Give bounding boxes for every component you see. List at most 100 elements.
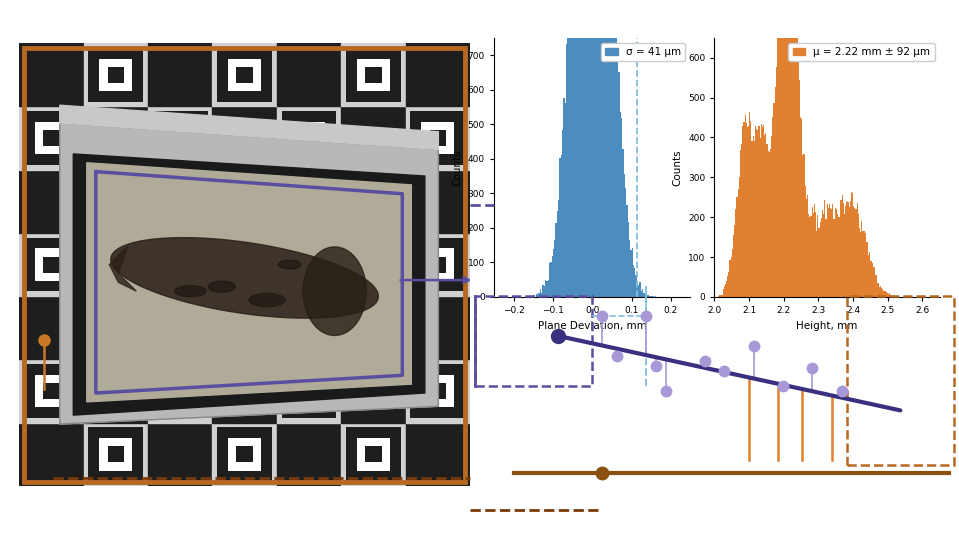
Bar	[787, 0, 788, 297]
Bar	[838, 217, 839, 297]
Bar	[212, 233, 277, 296]
Bar	[846, 201, 848, 297]
Bar	[804, 154, 805, 297]
Bar	[763, 125, 764, 297]
Bar	[537, 294, 538, 297]
Bar	[833, 219, 834, 297]
Bar	[365, 67, 382, 83]
Bar	[607, 0, 608, 297]
Bar	[881, 288, 882, 297]
Polygon shape	[73, 154, 425, 415]
Bar	[747, 127, 748, 297]
Bar	[849, 207, 850, 297]
Bar	[840, 200, 842, 297]
Bar	[738, 177, 740, 297]
Bar	[826, 219, 827, 297]
Bar	[301, 130, 317, 146]
Bar	[754, 141, 755, 297]
Bar	[593, 0, 594, 297]
Bar	[100, 185, 132, 218]
Bar	[282, 111, 337, 165]
Bar	[357, 59, 389, 91]
Bar	[788, 0, 789, 297]
Bar	[619, 72, 620, 297]
Bar	[406, 296, 470, 360]
Bar	[573, 0, 575, 297]
Bar	[878, 287, 879, 297]
Bar	[609, 0, 611, 297]
Bar	[604, 0, 605, 297]
Bar	[550, 262, 551, 297]
Bar	[341, 106, 406, 170]
Bar	[19, 43, 83, 106]
Bar	[798, 43, 799, 297]
Bar	[282, 238, 337, 292]
Bar	[726, 281, 727, 297]
Bar	[721, 295, 722, 297]
Bar	[357, 185, 389, 218]
Bar	[236, 320, 253, 336]
Bar	[744, 115, 746, 297]
Bar	[83, 423, 148, 486]
Bar	[760, 124, 761, 297]
Bar	[421, 122, 455, 154]
Bar	[722, 289, 724, 297]
Bar	[748, 126, 749, 297]
Bar	[778, 2, 779, 297]
Bar	[148, 106, 212, 170]
Bar	[843, 203, 844, 297]
Bar	[623, 174, 625, 297]
Bar	[601, 0, 602, 297]
Bar	[172, 130, 188, 146]
Bar	[583, 0, 584, 297]
Bar	[557, 211, 558, 297]
Bar	[475, 296, 593, 386]
X-axis label: Height, mm: Height, mm	[797, 321, 857, 330]
Bar	[212, 43, 277, 106]
Bar	[88, 301, 143, 355]
Bar	[830, 208, 831, 297]
Bar	[602, 0, 604, 297]
Bar	[737, 190, 738, 297]
Bar	[877, 284, 878, 297]
Bar	[638, 285, 640, 297]
Bar	[765, 133, 766, 297]
Bar	[805, 186, 806, 297]
Bar	[871, 261, 872, 297]
Bar	[773, 103, 775, 297]
Bar	[572, 0, 573, 297]
Bar	[532, 296, 533, 297]
Bar	[228, 438, 261, 470]
Bar	[587, 0, 588, 297]
Bar	[617, 46, 619, 297]
Bar	[879, 286, 881, 297]
Bar	[650, 295, 651, 297]
Bar	[236, 446, 253, 462]
Bar	[148, 43, 212, 106]
Bar	[536, 294, 537, 297]
Bar	[784, 0, 785, 297]
Bar	[346, 48, 401, 102]
Bar	[595, 0, 596, 297]
Bar	[588, 0, 590, 297]
Bar	[832, 205, 833, 297]
Legend: μ = 2.22 mm ± 92 μm: μ = 2.22 mm ± 92 μm	[788, 43, 935, 62]
Bar	[228, 312, 261, 344]
Bar	[750, 121, 752, 297]
Bar	[88, 174, 143, 228]
Bar	[172, 383, 188, 399]
Bar	[277, 43, 341, 106]
Bar	[806, 199, 807, 297]
Bar	[771, 136, 772, 297]
Bar	[874, 267, 876, 297]
Bar	[753, 136, 754, 297]
Bar	[895, 296, 896, 297]
Bar	[83, 233, 148, 296]
Bar	[43, 130, 59, 146]
Bar	[83, 296, 148, 360]
Ellipse shape	[278, 260, 301, 269]
Bar	[164, 375, 197, 407]
Bar	[860, 232, 861, 297]
Bar	[579, 0, 580, 297]
Bar	[406, 360, 470, 423]
